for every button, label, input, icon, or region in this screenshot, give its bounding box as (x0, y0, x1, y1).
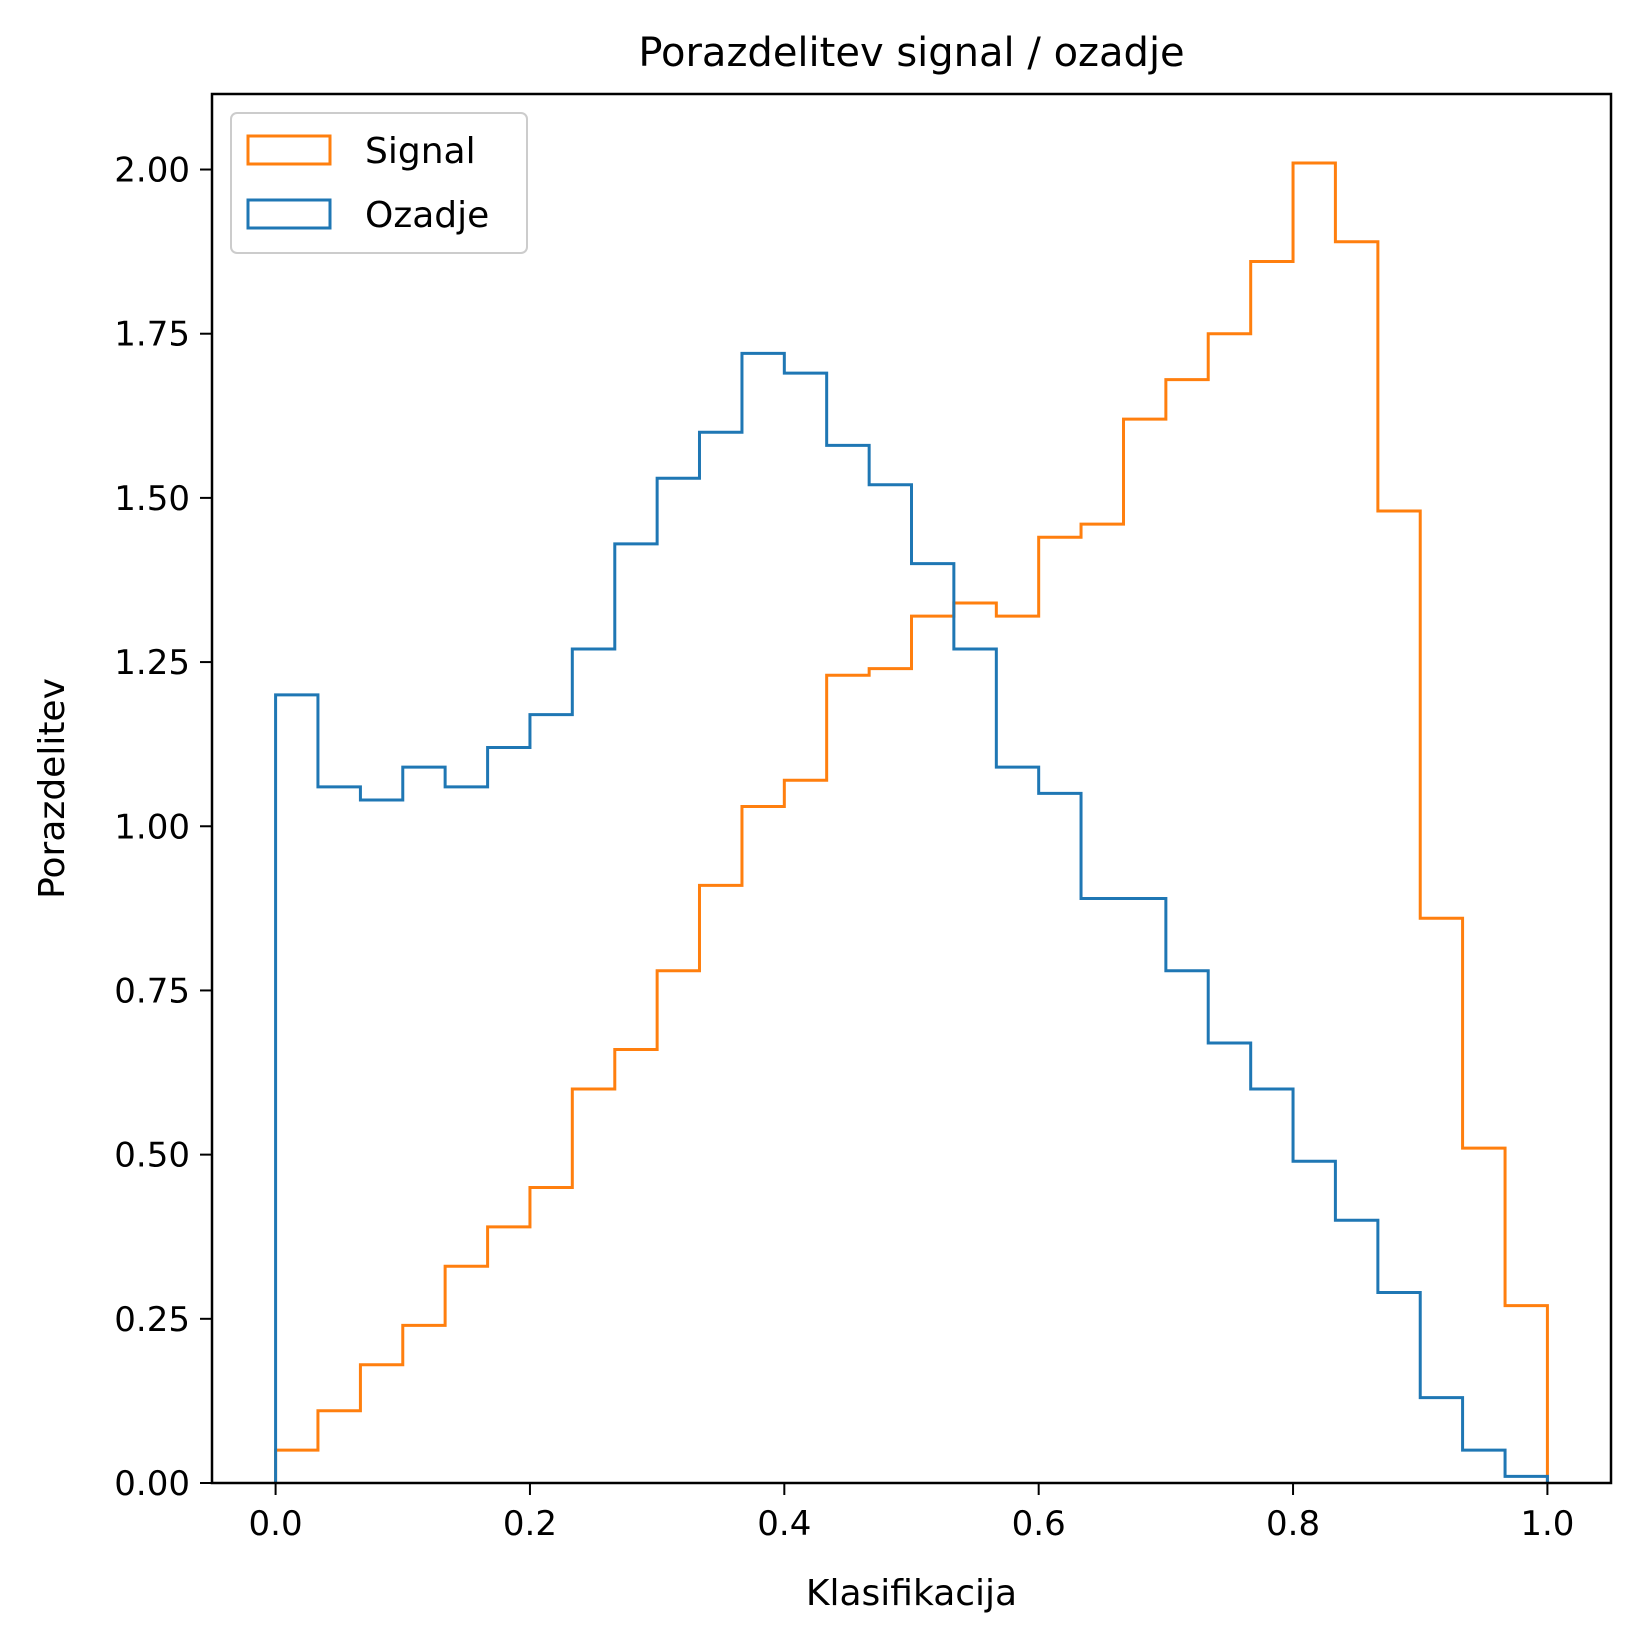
x-tick-label: 0.6 (1012, 1504, 1066, 1544)
y-tick-label: 0.25 (114, 1300, 190, 1340)
series-signal-step-line (274, 161, 1549, 1483)
y-tick-label: 1.25 (114, 643, 190, 683)
chart-title: Porazdelitev signal / ozadje (638, 30, 1184, 76)
y-tick-label: 1.00 (114, 807, 190, 847)
x-axis-label: Klasifikacija (806, 1573, 1017, 1614)
legend: Signal Ozadje (230, 112, 528, 254)
y-tick-label: 2.00 (114, 151, 190, 191)
legend-box (230, 112, 528, 254)
series-ozadje-step-line (274, 351, 1549, 1483)
x-tick-label: 0.2 (503, 1504, 557, 1544)
x-tick-label: 0.8 (1266, 1504, 1320, 1544)
x-tick-label: 1.0 (1520, 1504, 1574, 1544)
y-tick-label: 0.00 (114, 1464, 190, 1504)
tick-layer: 0.0 0.2 0.4 0.6 0.8 1.0 0.00 0.25 0.50 0.75 1.00 1.… (114, 151, 1574, 1544)
y-tick-label: 0.50 (114, 1136, 190, 1176)
y-tick-label: 1.50 (114, 479, 190, 519)
legend-swatch-signal (246, 134, 332, 166)
axes-frame (210, 92, 1613, 1485)
plot-area (274, 161, 1549, 1483)
legend-swatch-ozadje (246, 198, 332, 230)
x-tick-label: 0.0 (249, 1504, 303, 1544)
x-tick-label: 0.4 (757, 1504, 811, 1544)
y-axis-label: Porazdelitev (32, 678, 73, 899)
legend-label-ozadje: Ozadje (365, 195, 489, 236)
y-tick-label: 0.75 (114, 971, 190, 1011)
legend-label-signal: Signal (365, 131, 476, 172)
y-tick-label: 1.75 (114, 315, 190, 355)
